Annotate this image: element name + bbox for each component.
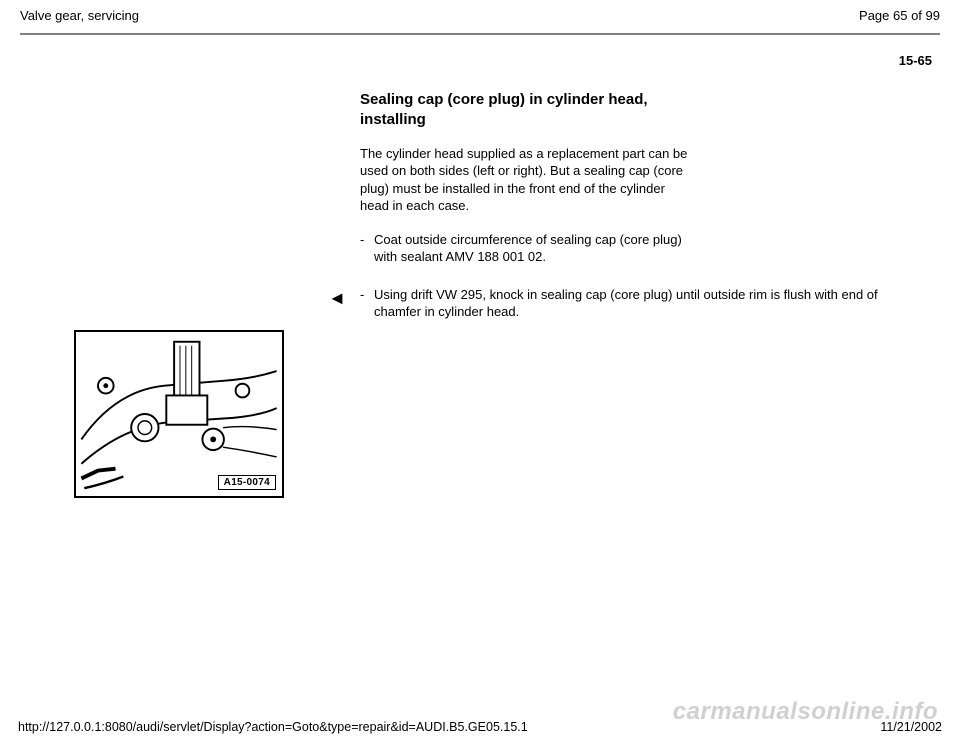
figure-svg [76,332,282,496]
figure-label: A15-0074 [218,475,276,490]
page-of-total: Page 65 of 99 [859,8,940,23]
step-text: Using drift VW 295, knock in sealing cap… [374,286,900,321]
section-heading: Sealing cap (core plug) in cylinder head… [360,90,690,131]
figure-step-text-col: - Using drift VW 295, knock in sealing c… [360,286,900,321]
intro-paragraph: The cylinder head supplied as a replacem… [360,145,690,215]
footer-url: http://127.0.0.1:8080/audi/servlet/Displ… [18,720,528,734]
bullet-dash: - [360,286,374,321]
step-item: - Using drift VW 295, knock in sealing c… [360,286,900,321]
page-footer: http://127.0.0.1:8080/audi/servlet/Displ… [18,720,942,734]
content-block: Sealing cap (core plug) in cylinder head… [360,90,690,266]
bullet-dash: - [360,231,374,266]
step-text: Coat outside circumference of sealing ca… [374,231,690,266]
doc-title: Valve gear, servicing [20,8,139,23]
technical-figure: A15-0074 [74,330,284,498]
section-number: 15-65 [0,35,960,68]
page-header: Valve gear, servicing Page 65 of 99 [0,0,960,33]
figure-step-row: ◄ - Using drift VW 295, knock in sealing… [0,286,960,321]
step-item: - Coat outside circumference of sealing … [360,231,690,266]
left-arrow-icon: ◄ [328,288,346,308]
footer-date: 11/21/2002 [880,720,942,734]
arrow-column: ◄ [0,286,360,309]
